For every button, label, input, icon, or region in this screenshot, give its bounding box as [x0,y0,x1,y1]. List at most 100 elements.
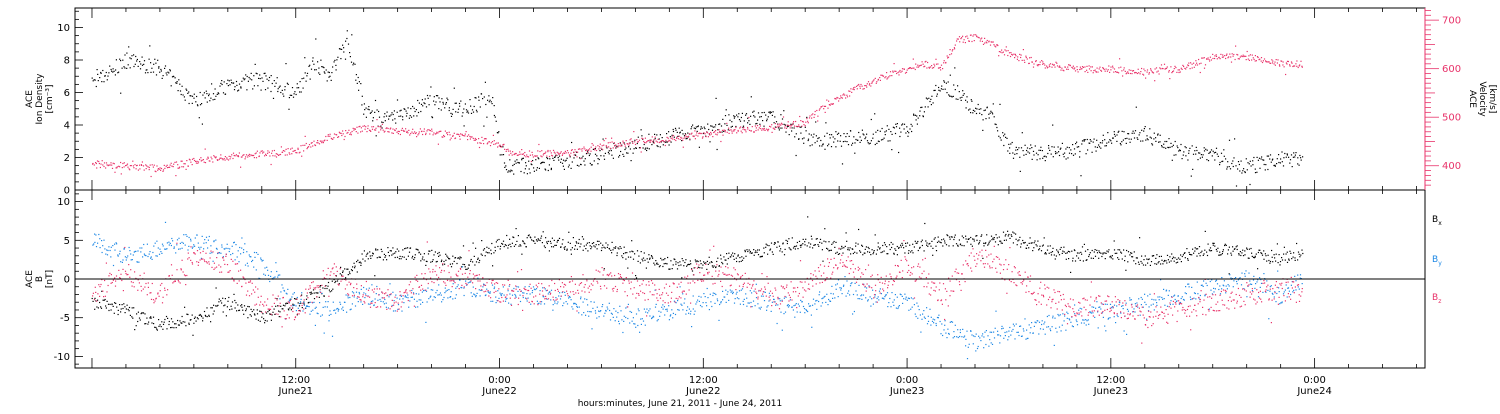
top-series-1-point [1256,56,1259,58]
bottom-series-0-point [833,240,835,243]
bottom-series-0-point [516,240,518,242]
bottom-series-1-point [706,287,708,290]
bottom-series-0-point [287,308,289,310]
top-series-0-point [683,135,686,137]
bottom-series-1-point [659,315,661,317]
bottom-series-0-point [1184,252,1186,254]
top-series-1-point [1123,69,1125,71]
top-series-0-point [806,116,808,118]
top-series-1-point [631,140,633,143]
top-series-1-point [1226,53,1228,55]
top-series-0-point [1028,152,1031,154]
top-series-1-point [427,129,429,131]
top-series-0-point [145,69,147,71]
bottom-series-1-point [525,297,527,299]
bottom-series-0-point [873,250,875,252]
bottom-series-1-point [583,312,585,314]
bottom-series-1-point [101,251,103,254]
top-series-0-point [866,133,868,135]
top-series-0-point [429,95,431,97]
bottom-series-0-point [566,249,568,251]
top-series-1-point [693,135,695,138]
bottom-series-0-point [1276,243,1278,245]
top-series-1-point [375,127,377,129]
top-series-0-point [333,61,335,63]
top-series-1-point [724,131,726,133]
top-series-0-point [1282,165,1285,167]
top-series-1-point [399,133,401,136]
top-series-1-point [549,150,551,152]
top-series-0-point [120,92,122,94]
top-series-1-point [514,152,516,155]
bottom-series-0-point [521,253,523,255]
bottom-series-0-point [147,323,149,325]
top-series-0-point [934,89,936,91]
bottom-series-0-point [997,244,999,246]
top-series-0-point [293,93,295,95]
top-series-0-point [258,77,260,79]
top-series-0-point [349,52,351,54]
bottom-series-0-point [1246,247,1248,249]
bottom-series-1-point [513,287,515,290]
top-series-0-point [392,119,394,121]
top-series-1-point [457,133,459,135]
top-series-1-point [199,158,201,161]
bottom-series-0-point [1225,244,1227,246]
bottom-series-1-point [253,266,255,268]
bottom-series-0-point [1059,248,1061,250]
bottom-series-1-point [679,286,681,288]
bottom-series-0-point [603,268,605,270]
bottom-series-0-point [253,313,256,315]
bottom-series-0-point [1052,247,1054,249]
top-series-0-point [1009,147,1011,149]
top-series-1-point [884,77,886,79]
top-series-1-point [843,93,845,95]
top-series-1-point [710,131,712,134]
bottom-series-0-point [280,305,282,307]
bottom-series-0-point [890,241,892,244]
bottom-series-1-point [309,301,311,303]
bottom-series-0-point [408,251,411,253]
bottom-series-1-point [321,292,323,294]
bottom-series-1-point [428,298,430,300]
bottom-series-1-point [709,293,711,295]
bottom-series-0-point [459,256,461,258]
top-series-1-point [116,167,118,169]
bottom-series-0-point [841,245,843,247]
top-series-1-point [350,132,352,134]
bottom-series-0-point [607,244,609,246]
top-series-1-point [1292,65,1294,68]
bottom-series-1-point [668,319,670,321]
top-series-1-point [1238,58,1240,60]
bottom-series-1-point [145,255,147,257]
top-series-0-point [597,163,599,165]
top-series-1-point [933,67,935,69]
top-series-0-point [1050,153,1052,155]
top-series-1-point [647,140,650,142]
top-series-1-point [142,165,145,167]
bottom-series-0-point [832,242,834,244]
top-series-1-point [655,140,657,142]
top-series-1-point [1141,67,1143,70]
top-series-1-point [338,136,340,138]
top-series-1-point [787,124,790,126]
top-series-0-point [298,87,300,89]
bottom-series-1-point [283,290,286,292]
bottom-series-0-point [1283,253,1285,255]
top-series-1-point [615,147,617,149]
top-series-1-point [252,154,254,157]
top-series-0-point [1057,146,1059,148]
top-series-0-point [1285,156,1287,158]
top-series-0-point [398,115,400,117]
bottom-series-0-point [205,315,207,317]
bottom-series-0-point [634,253,636,255]
top-series-0-point [270,90,272,93]
top-series-0-point [499,154,501,156]
bottom-series-1-point [576,305,578,307]
top-series-0-point [301,78,303,80]
top-series-0-point [829,134,831,136]
bottom-series-1-point [722,290,724,292]
bottom-series-0-point [1164,259,1166,262]
top-series-1-point [981,40,983,42]
top-series-0-point [674,127,677,129]
